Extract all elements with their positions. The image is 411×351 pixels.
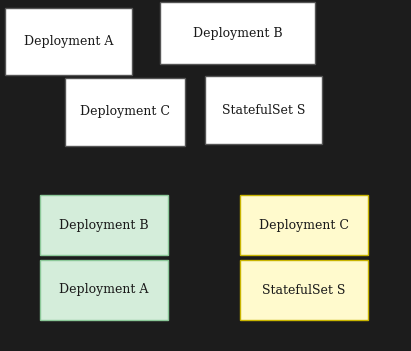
FancyBboxPatch shape [65, 78, 185, 146]
Text: Deployment A: Deployment A [59, 284, 149, 297]
Text: Deployment B: Deployment B [59, 219, 149, 232]
FancyBboxPatch shape [240, 260, 368, 320]
FancyBboxPatch shape [40, 195, 168, 255]
FancyBboxPatch shape [205, 76, 322, 144]
FancyBboxPatch shape [240, 195, 368, 255]
Text: Deployment B: Deployment B [193, 26, 282, 40]
Text: StatefulSet S: StatefulSet S [262, 284, 346, 297]
Text: Deployment C: Deployment C [259, 219, 349, 232]
Text: Deployment C: Deployment C [80, 106, 170, 119]
Text: StatefulSet S: StatefulSet S [222, 104, 305, 117]
FancyBboxPatch shape [5, 8, 132, 75]
FancyBboxPatch shape [40, 260, 168, 320]
FancyBboxPatch shape [160, 2, 315, 64]
Text: Deployment A: Deployment A [24, 35, 113, 48]
